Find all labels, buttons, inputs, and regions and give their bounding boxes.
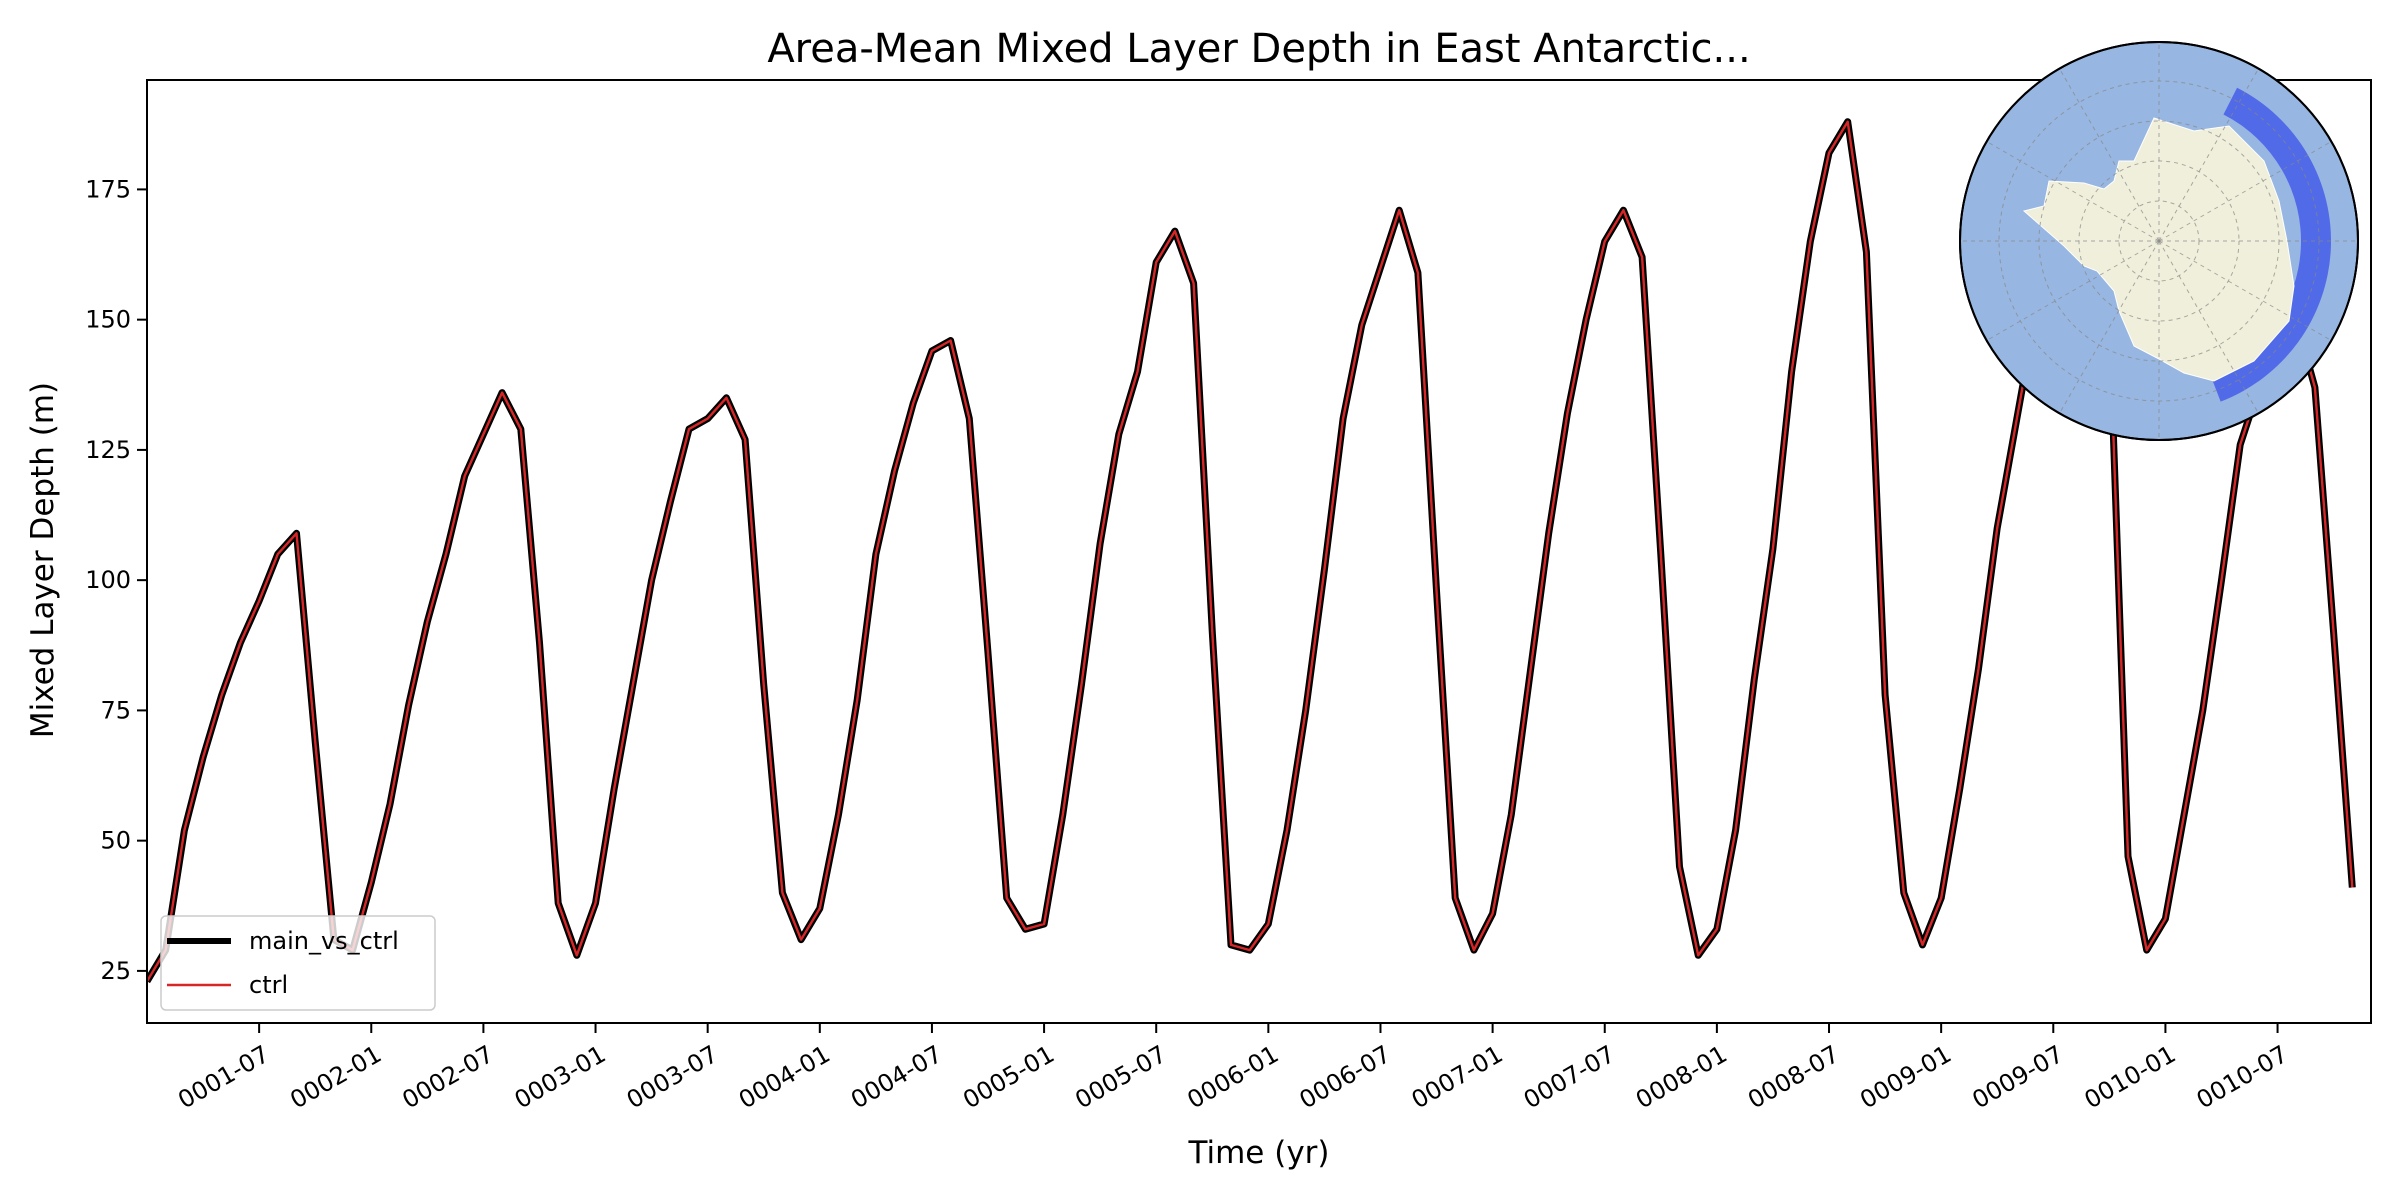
y-tick-label: 175 — [85, 175, 131, 203]
y-tick-label: 150 — [85, 306, 131, 334]
series-line-ctrl — [147, 120, 2354, 982]
x-tick-label: 0001-07 — [173, 1040, 274, 1114]
inset-border — [1959, 41, 2359, 441]
x-tick-label: 0009-07 — [1967, 1040, 2068, 1114]
legend-label-main_vs_ctrl: main_vs_ctrl — [249, 927, 399, 955]
inset-meridian — [2158, 141, 2332, 242]
inset-meridian — [2059, 68, 2160, 242]
x-tick-label: 0002-07 — [398, 1040, 499, 1114]
inset-meridian — [2158, 68, 2259, 242]
inset-meridian — [1986, 240, 2160, 341]
y-axis-label: Mixed Layer Depth (m) — [25, 382, 61, 738]
x-tick-label: 0007-07 — [1519, 1040, 1620, 1114]
inset-meridian — [1986, 141, 2160, 242]
x-tick-label: 0010-07 — [2192, 1040, 2293, 1114]
inset-map-antarctica — [1959, 41, 2359, 441]
inset-meridian — [2059, 240, 2160, 414]
axes-frame — [146, 79, 2372, 1024]
y-tick-label: 100 — [85, 566, 131, 594]
inset-meridian — [2158, 240, 2259, 414]
x-tick-label: 0006-07 — [1295, 1040, 1396, 1114]
x-tick-label: 0004-07 — [846, 1040, 947, 1114]
y-tick-label: 50 — [100, 827, 131, 855]
x-tick-label: 0002-01 — [285, 1040, 386, 1114]
x-tick-label: 0006-01 — [1182, 1040, 1283, 1114]
x-tick-label: 0004-01 — [734, 1040, 835, 1114]
x-tick-label: 0010-01 — [2080, 1040, 2181, 1114]
x-tick-label: 0005-07 — [1070, 1040, 1171, 1114]
inset-meridian — [2158, 240, 2332, 341]
x-axis-label: Time (yr) — [1188, 1135, 1330, 1171]
x-tick-label: 0003-01 — [510, 1040, 611, 1114]
chart-title: Area-Mean Mixed Layer Depth in East Anta… — [767, 26, 1750, 72]
x-tick-label: 0008-07 — [1743, 1040, 1844, 1114]
legend-label-ctrl: ctrl — [249, 971, 288, 999]
x-tick-label: 0003-07 — [622, 1040, 723, 1114]
x-tick-label: 0007-01 — [1407, 1040, 1508, 1114]
x-tick-label: 0005-01 — [958, 1040, 1059, 1114]
x-tick-label: 0009-01 — [1855, 1040, 1956, 1114]
y-tick-label: 125 — [85, 436, 131, 464]
y-tick-label: 75 — [100, 696, 131, 724]
y-tick-label: 25 — [100, 957, 131, 985]
x-tick-label: 0008-01 — [1631, 1040, 1732, 1114]
